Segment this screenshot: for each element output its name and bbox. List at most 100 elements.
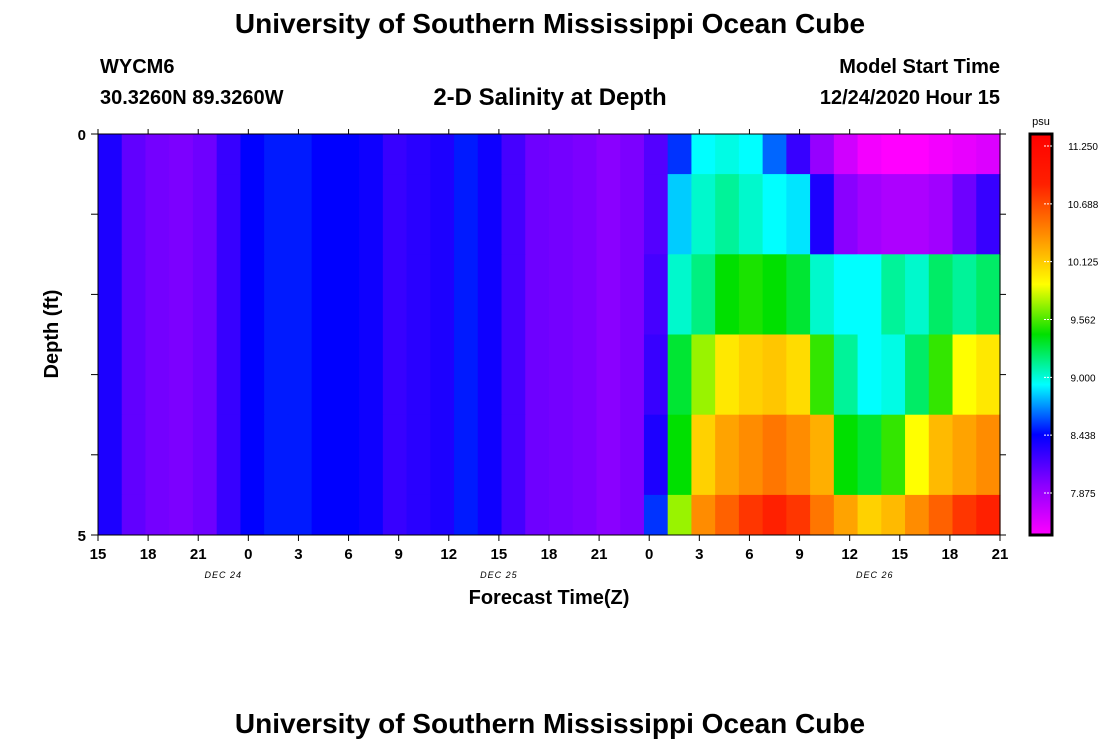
heatmap-cell (359, 174, 384, 255)
heatmap-cell (406, 334, 431, 416)
heatmap-cell (691, 334, 716, 416)
heatmap-cell (928, 494, 954, 536)
heatmap-cell (382, 494, 408, 536)
heatmap-cell (881, 254, 906, 335)
heatmap-cell (287, 174, 313, 255)
heatmap-cell (952, 494, 977, 536)
heatmap-cell (952, 174, 977, 255)
page-title: University of Southern Mississippi Ocean… (234, 8, 866, 39)
heatmap-cell (477, 254, 503, 335)
heatmap-cell (501, 174, 526, 255)
heatmap-cell (643, 494, 669, 536)
heatmap-cell (192, 334, 218, 416)
heatmap-cell (786, 334, 811, 416)
y-axis-label: Depth (ft) (41, 290, 63, 379)
heatmap-cell (406, 174, 431, 255)
date-label: DEC 26 (856, 570, 894, 580)
heatmap-cell (620, 414, 645, 496)
heatmap-cell (620, 334, 645, 416)
x-tick-label: 3 (695, 546, 703, 563)
heatmap-cell (691, 254, 716, 335)
heatmap-cell (810, 254, 835, 335)
heatmap-cell (952, 334, 977, 416)
heatmap-cell (549, 174, 574, 255)
heatmap-cell (240, 494, 265, 536)
x-tick-label: 18 (140, 546, 157, 563)
heatmap-cell (762, 174, 787, 255)
heatmap-cell (335, 494, 360, 536)
heatmap-cell (738, 494, 764, 536)
colorbar-tick-label: 8.438 (1070, 431, 1095, 442)
colorbar-tick-label: 9.562 (1070, 316, 1095, 327)
heatmap-cell (477, 334, 503, 416)
heatmap-cell (477, 494, 503, 536)
heatmap-cell (121, 494, 147, 536)
heatmap-cell (430, 334, 455, 416)
colorbar (1028, 132, 1054, 537)
heatmap-cell (905, 414, 930, 496)
heatmap-cell (169, 254, 194, 335)
x-tick-label: 6 (745, 546, 753, 563)
heatmap-cell (454, 174, 479, 255)
x-tick-label: 21 (992, 546, 1009, 563)
heatmap-cell (952, 134, 977, 175)
heatmap-cell (335, 414, 360, 496)
x-tick-label: 6 (344, 546, 352, 563)
heatmap-cell (477, 414, 503, 496)
heatmap-cell (905, 254, 930, 335)
heatmap-cell (786, 414, 811, 496)
heatmap-cell (620, 254, 645, 335)
x-tick-label: 15 (491, 546, 508, 563)
heatmap-cell (430, 174, 455, 255)
heatmap-cell (264, 174, 289, 255)
heatmap-cell (192, 254, 218, 335)
heatmap-cell (311, 134, 336, 175)
heatmap-cell (596, 414, 621, 496)
heatmap-cell (691, 134, 716, 175)
heatmap-cell (98, 254, 123, 335)
heatmap-cell (810, 414, 835, 496)
heatmap-cell (216, 334, 242, 416)
heatmap-cell (406, 254, 431, 335)
heatmap-cell (738, 134, 764, 175)
x-tick-label: 21 (190, 546, 207, 563)
heatmap-cell (382, 414, 408, 496)
heatmap-cell (240, 334, 265, 416)
heatmap-cell (928, 174, 954, 255)
heatmap-cell (501, 134, 526, 175)
colorbar-tick-label: 9.000 (1070, 373, 1095, 384)
heatmap-cell (952, 254, 977, 335)
heatmap-cell (691, 174, 716, 255)
heatmap-cell (643, 254, 669, 335)
heatmap-cell (216, 254, 242, 335)
heatmap-cell (477, 134, 503, 175)
heatmap-cell (335, 334, 360, 416)
heatmap-cell (454, 494, 479, 536)
heatmap-cell (121, 334, 147, 416)
heatmap-cell (976, 134, 1001, 175)
heatmap-cell (525, 414, 550, 496)
heatmap-cell (145, 494, 170, 536)
heatmap-cell (881, 414, 906, 496)
heatmap-cell (382, 174, 408, 255)
heatmap-cell (240, 414, 265, 496)
heatmap-cell (287, 134, 313, 175)
heatmap-cell (264, 134, 289, 175)
heatmap-cell (857, 334, 882, 416)
colorbar-tick-label: 10.125 (1068, 258, 1099, 269)
x-tick-label: 0 (244, 546, 252, 563)
heatmap-cell (525, 334, 550, 416)
heatmap-cell (359, 494, 384, 536)
heatmap-cell (264, 254, 289, 335)
heatmap-cell (976, 254, 1001, 335)
heatmap-cell (667, 174, 693, 255)
heatmap-cell (192, 494, 218, 536)
colorbar-unit: psu (1032, 116, 1050, 128)
x-axis-label: Forecast Time(Z) (469, 587, 630, 609)
station-coordinates: 30.3260N 89.3260W (100, 87, 284, 109)
heatmap-cell (501, 414, 526, 496)
heatmap-cell (596, 254, 621, 335)
heatmap-cell (525, 174, 550, 255)
x-tick-label: 15 (90, 546, 107, 563)
heatmap-cell (145, 414, 170, 496)
